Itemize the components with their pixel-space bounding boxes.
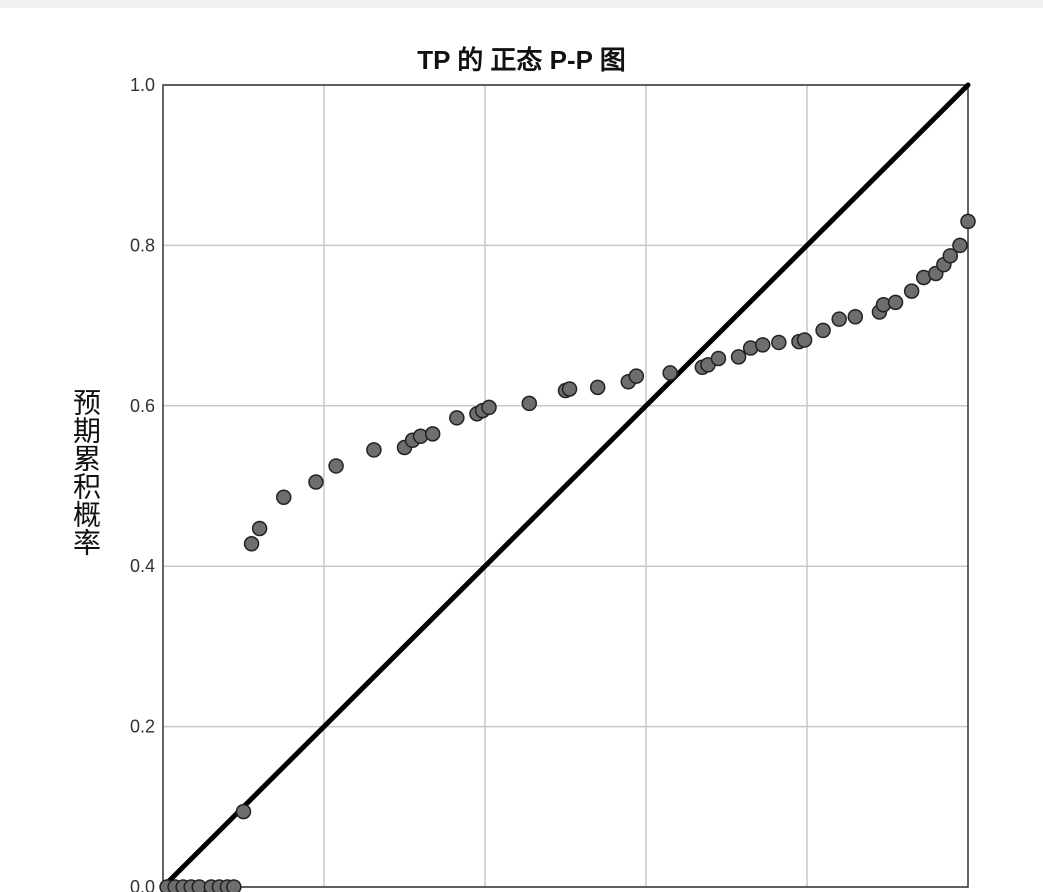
data-point xyxy=(276,489,292,505)
data-point xyxy=(903,283,920,299)
data-points xyxy=(159,213,976,892)
chart-title: TP 的 正态 P-P 图 xyxy=(417,45,626,75)
y-tick-label-3: 0.6 xyxy=(130,396,155,416)
y-tick-label-5: 1.0 xyxy=(130,75,155,95)
data-point xyxy=(942,248,959,264)
data-point xyxy=(521,395,538,412)
y-tick-label-1: 0.2 xyxy=(130,717,155,737)
data-point xyxy=(226,879,242,892)
data-point xyxy=(366,442,382,458)
data-point xyxy=(251,520,268,537)
grid-lines xyxy=(163,84,968,888)
window-top-strip xyxy=(0,0,1043,8)
data-point xyxy=(771,334,787,351)
data-point xyxy=(847,309,864,325)
y-axis-label: 预期累积概率 xyxy=(69,388,102,556)
plot-frame xyxy=(162,84,969,888)
y-tick-labels: 0.0 0.2 0.4 0.6 0.8 1.0 xyxy=(130,75,155,892)
data-point xyxy=(628,368,645,384)
data-point xyxy=(960,213,976,230)
data-point xyxy=(815,322,831,339)
data-point xyxy=(730,349,747,365)
data-point xyxy=(952,237,968,254)
data-point xyxy=(754,337,771,353)
data-point xyxy=(561,381,578,397)
data-point xyxy=(589,379,606,396)
reference-line xyxy=(160,82,971,890)
data-point xyxy=(662,365,678,381)
data-point xyxy=(328,458,344,474)
data-point xyxy=(481,399,497,416)
data-point xyxy=(308,474,324,490)
data-point xyxy=(243,535,260,552)
data-point xyxy=(710,350,727,367)
y-tick-label-0: 0.0 xyxy=(130,877,155,892)
y-tick-label-2: 0.4 xyxy=(130,556,155,576)
data-point xyxy=(449,410,465,426)
data-point xyxy=(796,332,813,348)
data-point xyxy=(235,803,252,820)
data-point xyxy=(887,294,904,311)
data-point xyxy=(424,426,441,442)
data-point xyxy=(831,311,847,327)
y-tick-label-4: 0.8 xyxy=(130,235,155,255)
